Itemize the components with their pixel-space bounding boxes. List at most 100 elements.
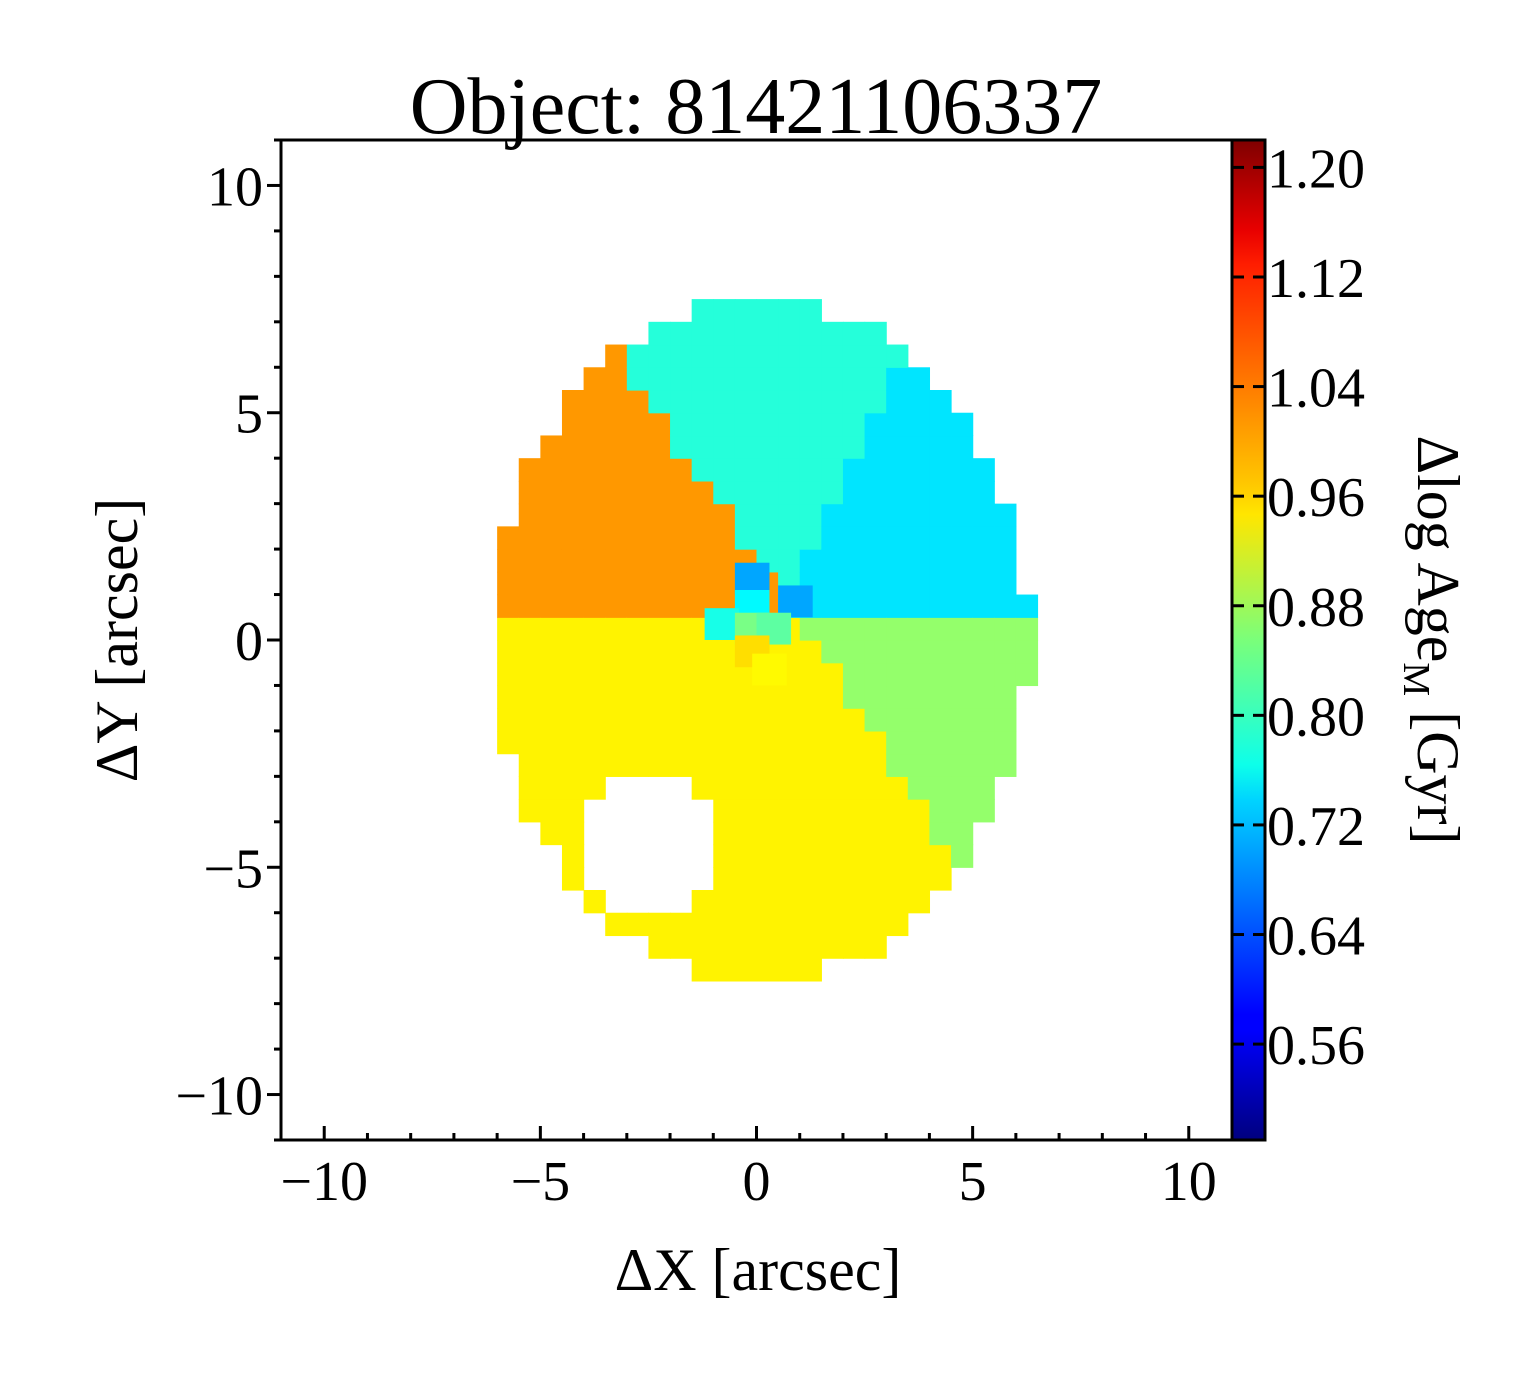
map-bin	[821, 640, 844, 664]
map-bin	[842, 526, 866, 550]
map-bin	[497, 662, 520, 687]
map-bin	[972, 458, 995, 482]
map-bin	[907, 549, 931, 573]
map-bin	[648, 594, 671, 618]
map-bin	[561, 549, 585, 573]
map-bin	[497, 640, 520, 664]
map-bin	[778, 367, 801, 391]
x-tick-label: −10	[280, 1151, 368, 1213]
map-bin	[648, 526, 671, 550]
map-bin	[842, 799, 866, 823]
map-bin	[561, 503, 585, 527]
map-bin	[821, 594, 844, 618]
map-bin	[605, 390, 628, 414]
map-bin	[886, 708, 909, 732]
map-bin	[648, 617, 671, 641]
map-bin	[540, 799, 563, 823]
map-bin	[540, 435, 563, 459]
map-bin	[518, 480, 541, 505]
map-bin	[648, 549, 671, 573]
map-bin	[821, 799, 844, 823]
map-bin	[842, 730, 866, 755]
map-bin	[842, 480, 866, 505]
map-bin	[972, 480, 995, 505]
map-bin	[821, 662, 844, 687]
map-bin	[842, 867, 866, 891]
map-bin	[605, 640, 628, 664]
map-bin	[799, 321, 822, 346]
map-bin	[842, 435, 866, 459]
map-bin	[799, 617, 822, 641]
map-bin	[799, 821, 822, 846]
map-bin	[691, 412, 714, 437]
map-bin	[907, 890, 931, 914]
map-bin	[907, 662, 931, 687]
map-bin	[713, 458, 736, 482]
map-bin	[821, 412, 844, 437]
map-bin	[756, 821, 779, 846]
map-bin	[821, 730, 844, 755]
map-bin	[713, 480, 736, 505]
map-bin	[626, 480, 650, 505]
central-bin	[778, 585, 813, 618]
map-bin	[561, 685, 585, 709]
map-bin	[648, 912, 671, 937]
map-bin	[951, 412, 974, 437]
map-bin	[561, 594, 585, 618]
map-bin	[713, 958, 736, 982]
map-bin	[605, 571, 628, 596]
map-bin	[886, 776, 909, 800]
map-bin	[864, 617, 887, 641]
map-bin	[886, 367, 909, 391]
map-bin	[864, 321, 887, 346]
map-bin	[670, 708, 693, 732]
map-bin	[626, 730, 650, 755]
map-bin	[648, 344, 671, 368]
map-bin	[821, 435, 844, 459]
map-bin	[799, 730, 822, 755]
map-bin	[886, 821, 909, 846]
map-bin	[778, 344, 801, 368]
map-bin	[583, 640, 606, 664]
map-bin	[648, 458, 671, 482]
map-bin	[842, 753, 866, 777]
map-bin	[518, 685, 541, 709]
map-bin	[929, 571, 952, 596]
colorbar-label-unit: [Gyr]	[1405, 696, 1471, 844]
map-bin	[886, 435, 909, 459]
map-bin	[518, 662, 541, 687]
map-bin	[713, 344, 736, 368]
central-bin	[752, 653, 787, 686]
map-bin	[886, 844, 909, 868]
map-bin	[951, 662, 974, 687]
map-bin	[842, 844, 866, 868]
map-bin	[497, 549, 520, 573]
map-bin	[821, 344, 844, 368]
map-bin	[907, 367, 931, 391]
map-bin	[842, 458, 866, 482]
map-bin	[929, 617, 952, 641]
map-bin	[670, 912, 693, 937]
map-bin	[972, 503, 995, 527]
map-bin	[951, 617, 974, 641]
map-bin	[605, 435, 628, 459]
map-bin	[842, 321, 866, 346]
map-bin	[713, 503, 736, 527]
map-bin	[951, 435, 974, 459]
map-bin	[842, 935, 866, 959]
map-bin	[821, 753, 844, 777]
map-bin	[907, 412, 931, 437]
y-tick-label: −5	[203, 838, 263, 900]
age-map	[497, 299, 1039, 982]
map-bin	[734, 321, 758, 346]
map-bin	[864, 844, 887, 868]
map-bin	[778, 458, 801, 482]
map-bin	[799, 776, 822, 800]
map-bin	[691, 321, 714, 346]
map-bin	[864, 458, 887, 482]
map-bin	[821, 867, 844, 891]
map-bin	[713, 367, 736, 391]
map-bin	[518, 799, 541, 823]
map-bin	[864, 912, 887, 937]
map-bin	[734, 935, 758, 959]
